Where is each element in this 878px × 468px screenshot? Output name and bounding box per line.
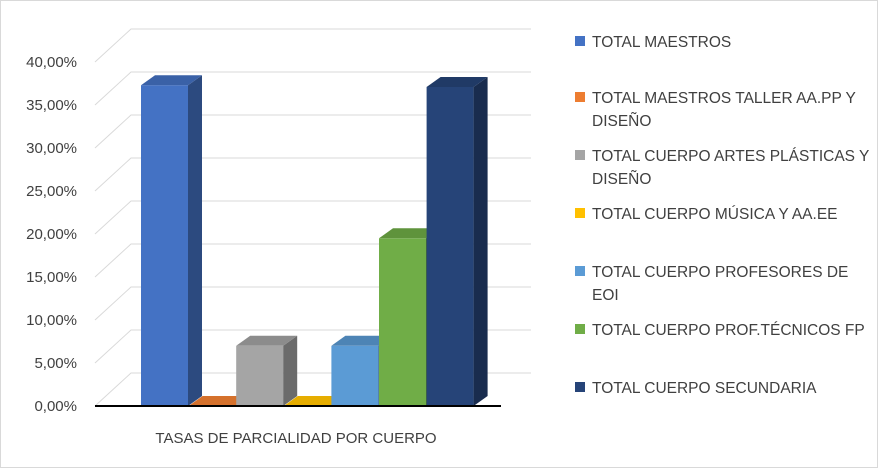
chart-plot-area: 0,00% 5,00% 10,00% 15,00% 20,00% 25,00% 30,00%…: [26, 28, 531, 447]
y-tick-label: 15,00%: [26, 269, 77, 286]
bar-top-face: [426, 76, 488, 87]
bar: [236, 335, 298, 406]
bar-top-face: [283, 396, 345, 406]
bar-top-face: [188, 396, 250, 406]
bar-front-face: [426, 86, 474, 406]
legend-swatch: [575, 324, 585, 334]
legend-item: TOTAL CUERPO PROF.TÉCNICOS FP: [575, 319, 871, 342]
legend-label: TOTAL CUERPO MÚSICA Y AA.EE: [592, 206, 838, 223]
bar: [283, 396, 345, 406]
legend-swatch: [575, 208, 585, 218]
legend-swatch: [575, 266, 585, 276]
gridline: [94, 200, 531, 235]
y-axis-tick-labels: 0,00% 5,00% 10,00% 15,00% 20,00% 25,00% 30,00%…: [26, 54, 77, 415]
legend-swatch: [575, 36, 585, 46]
bar-side-face: [283, 335, 298, 406]
legend-label: TOTAL CUERPO SECUNDARIA: [592, 380, 817, 397]
legend-item: TOTAL CUERPO ARTES PLÁSTICAS Y DISEÑO: [575, 145, 871, 191]
legend-item: TOTAL CUERPO SECUNDARIA: [575, 377, 871, 400]
legend-label: TOTAL MAESTROS TALLER AA.PP Y DISEÑO: [592, 90, 856, 130]
bar-top-face: [141, 75, 202, 86]
bar: [426, 76, 488, 406]
y-tick-label: 5,00%: [34, 355, 77, 372]
legend-label: TOTAL CUERPO ARTES PLÁSTICAS Y DISEÑO: [592, 148, 870, 188]
legend-item: TOTAL CUERPO PROFESORES DE EOI: [575, 261, 871, 307]
legend-item: TOTAL MAESTROS: [575, 31, 871, 54]
gridlines: [94, 28, 531, 407]
gridline: [94, 28, 531, 63]
bar-front-face: [236, 345, 284, 406]
gridline: [94, 157, 531, 192]
bar-top-face: [236, 335, 298, 346]
y-tick-label: 30,00%: [26, 140, 77, 157]
y-tick-label: 10,00%: [26, 312, 77, 329]
bar-front-face: [331, 345, 379, 406]
y-tick-label: 35,00%: [26, 97, 77, 114]
legend-label: TOTAL CUERPO PROF.TÉCNICOS FP: [592, 322, 865, 339]
y-tick-label: 25,00%: [26, 183, 77, 200]
legend-label: TOTAL CUERPO PROFESORES DE EOI: [592, 264, 849, 304]
legend-swatch: [575, 382, 585, 392]
legend-swatch: [575, 92, 585, 102]
bar-side-face: [473, 76, 488, 406]
gridline: [94, 71, 531, 106]
bar: [188, 396, 250, 406]
y-tick-label: 20,00%: [26, 226, 77, 243]
bar-top-face: [379, 228, 440, 239]
bar-top-face: [331, 335, 393, 346]
gridline: [94, 114, 531, 149]
bars: [141, 75, 488, 406]
x-category-label: TASAS DE PARCIALIDAD POR CUERPO: [155, 430, 436, 447]
bar-side-face: [188, 75, 202, 406]
legend-swatch: [575, 150, 585, 160]
y-tick-label: 0,00%: [34, 398, 77, 415]
bar-front-face: [379, 238, 426, 406]
y-tick-label: 40,00%: [26, 54, 77, 71]
legend-item: TOTAL CUERPO MÚSICA Y AA.EE: [575, 203, 871, 226]
legend-item: TOTAL MAESTROS TALLER AA.PP Y DISEÑO: [575, 87, 871, 133]
legend-label: TOTAL MAESTROS: [592, 34, 732, 51]
bar: [141, 75, 202, 406]
bar-front-face: [141, 85, 188, 406]
